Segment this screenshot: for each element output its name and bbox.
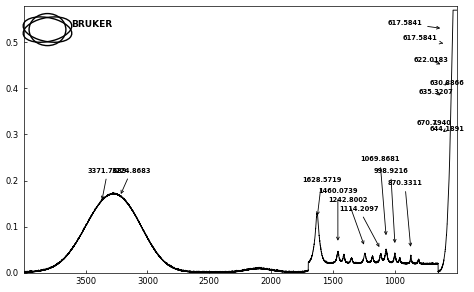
Text: 670.7940: 670.7940 — [417, 120, 452, 126]
Text: 1628.5719: 1628.5719 — [302, 177, 341, 215]
Text: 870.3311: 870.3311 — [387, 180, 422, 246]
Text: 3371.7689: 3371.7689 — [88, 168, 128, 199]
Text: 617.5841: 617.5841 — [402, 35, 443, 44]
Text: 630.8866: 630.8866 — [429, 80, 465, 86]
Text: BRUKER: BRUKER — [71, 20, 112, 29]
Text: 1242.8002: 1242.8002 — [328, 197, 367, 244]
Text: 622.0183: 622.0183 — [413, 57, 448, 64]
Text: 1460.0739: 1460.0739 — [318, 188, 357, 240]
Text: 1114.2097: 1114.2097 — [339, 206, 379, 246]
Text: 998.9216: 998.9216 — [373, 168, 408, 242]
Text: 644.1891: 644.1891 — [429, 126, 465, 132]
Text: 635.3207: 635.3207 — [419, 89, 453, 95]
Text: 617.5841: 617.5841 — [387, 20, 439, 29]
Text: 3224.8683: 3224.8683 — [111, 168, 151, 193]
Text: 1069.8681: 1069.8681 — [360, 156, 400, 234]
